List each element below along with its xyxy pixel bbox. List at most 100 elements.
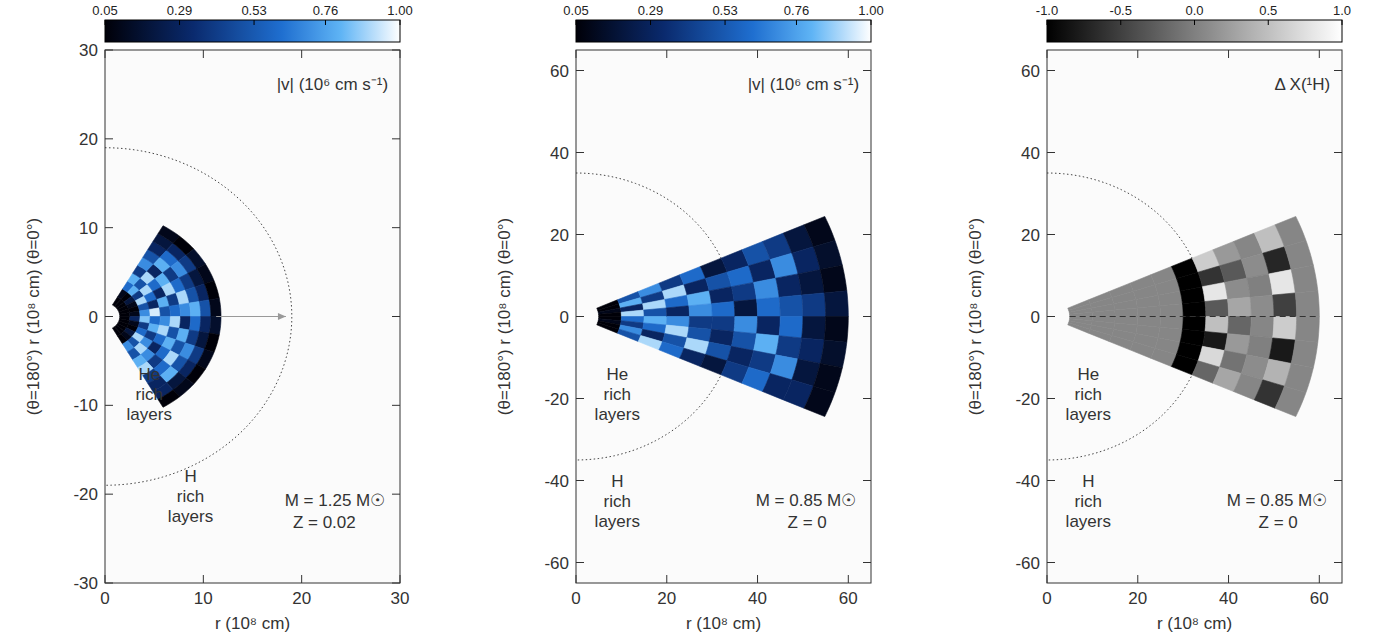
- y-tick-label: 0: [1031, 308, 1040, 327]
- y-tick-right: [1334, 398, 1342, 399]
- cell: [711, 302, 734, 317]
- y-tick-right: [1334, 562, 1342, 563]
- cell: [820, 265, 847, 293]
- cell: [687, 291, 711, 306]
- metallicity-label: Z = 0.02: [293, 513, 356, 532]
- colorbar-tick-label: 1.00: [387, 3, 412, 18]
- y-tick-label: -40: [544, 472, 569, 491]
- y-tick-label: 60: [1021, 62, 1040, 81]
- y-tick: [105, 405, 113, 406]
- x-axis-title: r (10⁸ cm): [686, 614, 761, 633]
- x-tick-top: [301, 50, 302, 58]
- colorbar-tick-label: -1.0: [1036, 3, 1058, 18]
- marks: [1047, 173, 1319, 460]
- cell: [1205, 299, 1229, 316]
- colorbar-tick: [1047, 20, 1048, 25]
- y-tick-label: -60: [1015, 554, 1040, 573]
- colorbar-tick: [871, 20, 872, 25]
- inner-layer-label: rich: [604, 385, 631, 404]
- cell: [1137, 306, 1160, 317]
- colorbar-tick: [725, 20, 726, 25]
- y-tick-right: [863, 562, 871, 563]
- cell: [779, 317, 803, 338]
- panel: -1.0-0.50.00.51.00204060-60-40-200204060…: [966, 3, 1351, 633]
- outer-layer-label: H: [184, 467, 196, 486]
- cell: [209, 317, 221, 335]
- y-tick: [105, 227, 113, 228]
- cell: [1182, 317, 1205, 332]
- cell: [1068, 323, 1090, 333]
- colorbar-tick: [179, 20, 180, 25]
- cell: [1247, 274, 1273, 297]
- cell: [711, 317, 734, 332]
- outer-layer-label: layers: [595, 512, 640, 531]
- x-tick-label: 0: [100, 589, 109, 608]
- colorbar-tick-label: 0.53: [241, 3, 266, 18]
- x-tick-label: 20: [1128, 589, 1147, 608]
- colorbar-tick-label: -0.5: [1110, 3, 1132, 18]
- colorbar-tick: [254, 20, 255, 25]
- y-tick-right: [392, 316, 400, 317]
- cell: [189, 317, 200, 332]
- y-tick-right: [392, 138, 400, 139]
- y-tick-label: -20: [73, 485, 98, 504]
- x-tick: [1047, 575, 1048, 583]
- cell: [159, 306, 170, 316]
- cell: [798, 338, 824, 363]
- y-tick: [576, 316, 584, 317]
- cell: [205, 281, 220, 300]
- y-tick: [105, 583, 113, 584]
- cell: [1109, 336, 1133, 350]
- cell: [120, 313, 130, 317]
- y-tick: [576, 480, 584, 481]
- y-tick-right: [1334, 316, 1342, 317]
- y-tick-label: -40: [1015, 472, 1040, 491]
- boundary: [576, 173, 735, 460]
- y-tick-label: 30: [79, 41, 98, 60]
- y-axis-title: (θ=180°) r (10⁸ cm) (θ=0°): [966, 218, 985, 415]
- y-tick: [1047, 152, 1055, 153]
- colorbar-tick-label: 0.05: [563, 3, 588, 18]
- arrow: [216, 316, 286, 317]
- cell: [1250, 295, 1274, 316]
- y-tick-label: 20: [79, 130, 98, 149]
- cell: [802, 317, 826, 341]
- y-tick-label: -60: [544, 554, 569, 573]
- colorbar-tick-label: 1.0: [1333, 3, 1351, 18]
- y-tick-label: 40: [550, 144, 569, 163]
- x-tick-top: [1228, 50, 1229, 58]
- frame: [576, 50, 871, 583]
- cell: [597, 323, 619, 333]
- cell: [179, 303, 190, 316]
- colorbar-tick: [1342, 20, 1343, 25]
- cell: [666, 306, 689, 317]
- x-tick-label: 20: [657, 589, 676, 608]
- inner-layer-label: He: [1077, 365, 1099, 384]
- cell: [1291, 265, 1318, 293]
- cell: [599, 312, 622, 316]
- cell: [1291, 340, 1318, 368]
- y-tick: [1047, 70, 1055, 71]
- y-axis-title: (θ=180°) r (10⁸ cm) (θ=0°): [24, 218, 43, 415]
- cell: [644, 308, 667, 317]
- y-tick: [105, 494, 113, 495]
- x-tick-top: [666, 50, 667, 58]
- cell: [820, 340, 847, 368]
- cell: [1070, 312, 1093, 316]
- y-tick-right: [863, 480, 871, 481]
- x-tick-label: 30: [391, 589, 410, 608]
- x-tick-top: [1319, 50, 1320, 58]
- cell: [813, 240, 842, 269]
- cell: [1269, 338, 1295, 363]
- cell: [1228, 317, 1252, 336]
- x-tick: [1137, 575, 1138, 583]
- cell: [731, 282, 756, 301]
- colorbar-tick-label: 0.53: [712, 3, 737, 18]
- x-tick-label: 40: [748, 589, 767, 608]
- x-tick: [757, 575, 758, 583]
- x-tick-label: 60: [839, 589, 858, 608]
- inner-layer-label: layers: [127, 405, 172, 424]
- cell: [1182, 302, 1205, 317]
- metallicity-label: Z = 0: [1259, 513, 1298, 532]
- colorbar-tick-label: 0.76: [784, 3, 809, 18]
